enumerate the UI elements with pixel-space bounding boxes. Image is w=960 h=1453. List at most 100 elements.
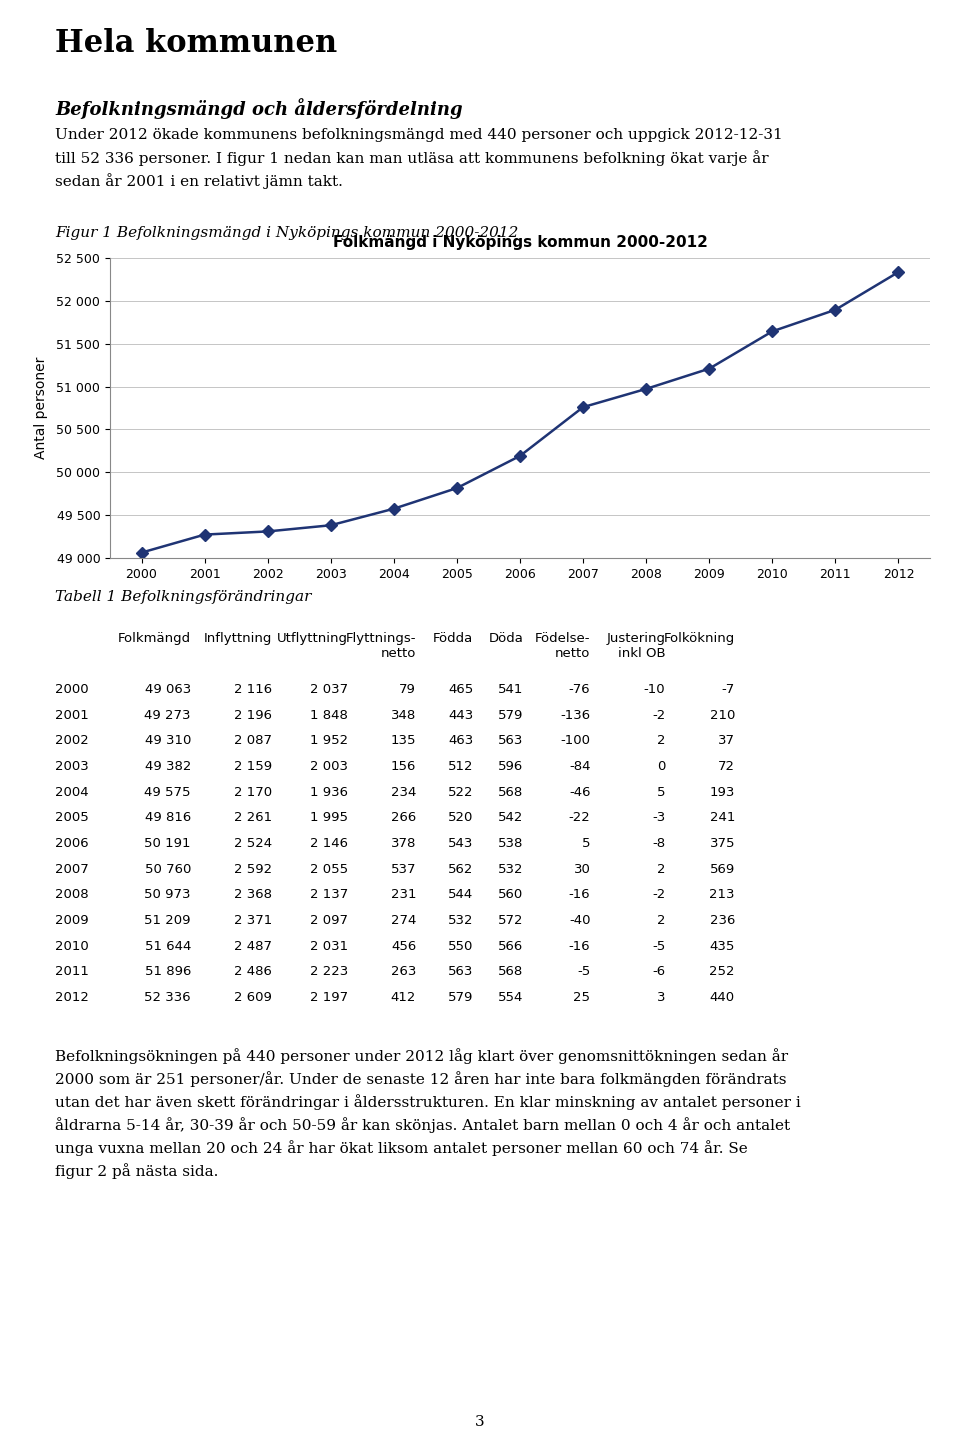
Text: 2009: 2009 [55, 914, 88, 927]
Text: 563: 563 [498, 734, 523, 747]
Text: 1 936: 1 936 [310, 786, 348, 799]
Text: 542: 542 [498, 811, 523, 824]
Text: Hela kommunen: Hela kommunen [55, 28, 337, 60]
Text: 2012: 2012 [55, 991, 89, 1004]
Text: -40: -40 [569, 914, 590, 927]
Text: 456: 456 [391, 940, 417, 953]
Title: Folkmängd i Nyköpings kommun 2000-2012: Folkmängd i Nyköpings kommun 2000-2012 [332, 235, 708, 250]
Text: 2: 2 [657, 914, 665, 927]
Text: 2 137: 2 137 [310, 888, 348, 901]
Text: 1 848: 1 848 [310, 709, 348, 722]
Text: 79: 79 [399, 683, 417, 696]
Text: 252: 252 [709, 965, 735, 978]
Text: 2 116: 2 116 [233, 683, 272, 696]
Text: 543: 543 [447, 837, 473, 850]
Text: 2 592: 2 592 [233, 863, 272, 876]
Text: -2: -2 [652, 888, 665, 901]
Text: 550: 550 [447, 940, 473, 953]
Text: 348: 348 [391, 709, 417, 722]
Text: 2 087: 2 087 [233, 734, 272, 747]
Text: 266: 266 [391, 811, 417, 824]
Text: 2 055: 2 055 [310, 863, 348, 876]
Text: 541: 541 [498, 683, 523, 696]
Text: 412: 412 [391, 991, 417, 1004]
Text: 0: 0 [657, 760, 665, 773]
Text: -76: -76 [569, 683, 590, 696]
Text: -2: -2 [652, 709, 665, 722]
Text: 51 209: 51 209 [145, 914, 191, 927]
Text: 463: 463 [448, 734, 473, 747]
Text: 49 273: 49 273 [145, 709, 191, 722]
Text: 568: 568 [498, 786, 523, 799]
Text: -136: -136 [561, 709, 590, 722]
Text: 50 973: 50 973 [145, 888, 191, 901]
Text: 234: 234 [391, 786, 417, 799]
Text: 263: 263 [391, 965, 417, 978]
Text: 2004: 2004 [55, 786, 88, 799]
Text: 2002: 2002 [55, 734, 88, 747]
Text: 538: 538 [498, 837, 523, 850]
Text: 51 644: 51 644 [145, 940, 191, 953]
Text: 2 609: 2 609 [234, 991, 272, 1004]
Text: 562: 562 [447, 863, 473, 876]
Text: -46: -46 [569, 786, 590, 799]
Text: 50 760: 50 760 [145, 863, 191, 876]
Text: 563: 563 [447, 965, 473, 978]
Text: 544: 544 [448, 888, 473, 901]
Text: 596: 596 [498, 760, 523, 773]
Text: Födda: Födda [433, 632, 473, 645]
Text: 537: 537 [391, 863, 417, 876]
Text: 50 191: 50 191 [145, 837, 191, 850]
Text: 2 146: 2 146 [310, 837, 348, 850]
Text: -22: -22 [568, 811, 590, 824]
Text: 512: 512 [447, 760, 473, 773]
Text: 2 037: 2 037 [310, 683, 348, 696]
Text: Folkmängd: Folkmängd [118, 632, 191, 645]
Text: 156: 156 [391, 760, 417, 773]
Text: 2: 2 [657, 863, 665, 876]
Text: -5: -5 [652, 940, 665, 953]
Text: 25: 25 [573, 991, 590, 1004]
Text: -8: -8 [652, 837, 665, 850]
Text: 37: 37 [718, 734, 735, 747]
Text: 2 003: 2 003 [310, 760, 348, 773]
Text: 49 575: 49 575 [145, 786, 191, 799]
Text: 375: 375 [709, 837, 735, 850]
Text: 2 487: 2 487 [233, 940, 272, 953]
Text: 2 486: 2 486 [234, 965, 272, 978]
Text: 378: 378 [391, 837, 417, 850]
Text: Döda: Döda [489, 632, 523, 645]
Text: 2008: 2008 [55, 888, 88, 901]
Text: 2 524: 2 524 [233, 837, 272, 850]
Text: 2001: 2001 [55, 709, 88, 722]
Text: Födelse-
netto: Födelse- netto [535, 632, 590, 660]
Text: 532: 532 [447, 914, 473, 927]
Text: Utflyttning: Utflyttning [277, 632, 348, 645]
Text: 236: 236 [709, 914, 735, 927]
Text: 2 261: 2 261 [233, 811, 272, 824]
Text: 49 382: 49 382 [145, 760, 191, 773]
Y-axis label: Antal personer: Antal personer [34, 357, 48, 459]
Text: 213: 213 [709, 888, 735, 901]
Text: -16: -16 [569, 940, 590, 953]
Text: 532: 532 [498, 863, 523, 876]
Text: 568: 568 [498, 965, 523, 978]
Text: -10: -10 [643, 683, 665, 696]
Text: 210: 210 [709, 709, 735, 722]
Text: 1 952: 1 952 [310, 734, 348, 747]
Text: -84: -84 [569, 760, 590, 773]
Text: -3: -3 [652, 811, 665, 824]
Text: 135: 135 [391, 734, 417, 747]
Text: 193: 193 [709, 786, 735, 799]
Text: Justering
inkl OB: Justering inkl OB [607, 632, 665, 660]
Text: Befolkningsökningen på 440 personer under 2012 låg klart över genomsnittökningen: Befolkningsökningen på 440 personer unde… [55, 1048, 801, 1178]
Text: Under 2012 ökade kommunens befolkningsmängd med 440 personer och uppgick 2012-12: Under 2012 ökade kommunens befolkningsmä… [55, 128, 782, 189]
Text: 2005: 2005 [55, 811, 88, 824]
Text: Befolkningsmängd och åldersfördelning: Befolkningsmängd och åldersfördelning [55, 97, 463, 119]
Text: 435: 435 [709, 940, 735, 953]
Text: -7: -7 [722, 683, 735, 696]
Text: 51 896: 51 896 [145, 965, 191, 978]
Text: 2 170: 2 170 [233, 786, 272, 799]
Text: 274: 274 [391, 914, 417, 927]
Text: 2 196: 2 196 [233, 709, 272, 722]
